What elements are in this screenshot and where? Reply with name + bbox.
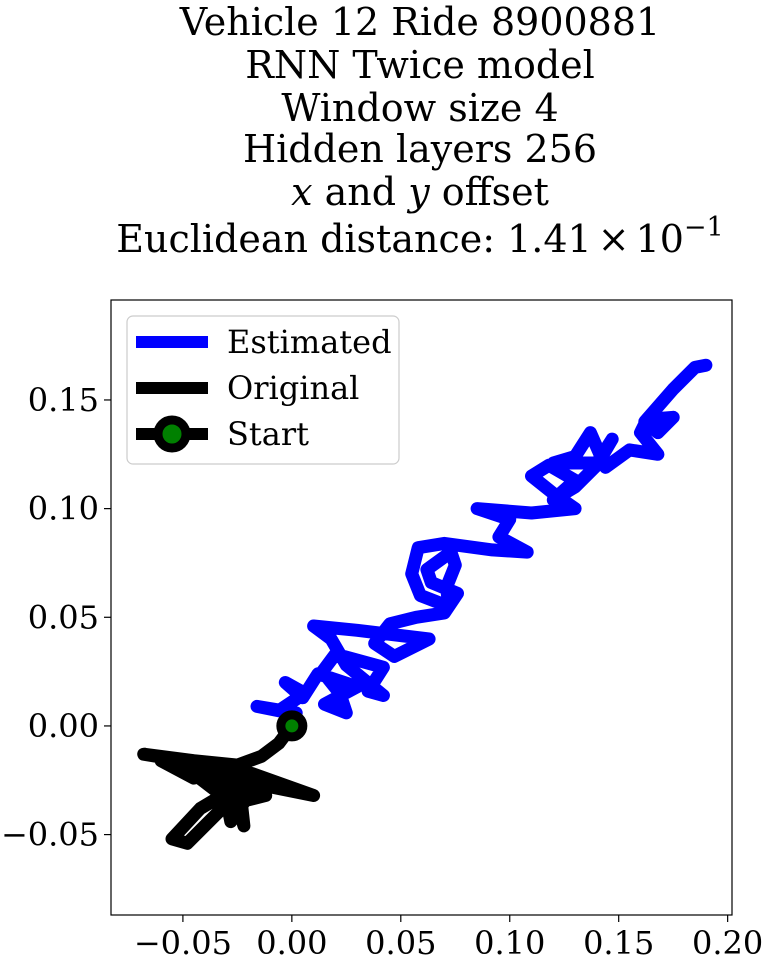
series-layer: [137, 358, 713, 850]
title-line-4: Hidden layers 256: [243, 127, 597, 171]
title-and: and: [313, 170, 409, 214]
title-distance-exponent: −1: [684, 212, 724, 243]
title-distance-base: 10: [636, 217, 684, 261]
title-distance-prefix: Euclidean distance:: [116, 217, 507, 261]
x-axis: −0.05 0.00 0.05 0.10 0.15 0.20: [134, 915, 763, 962]
y-tick-label: 0.00: [28, 707, 99, 745]
legend-label-estimated: Estimated: [227, 323, 392, 361]
title-distance-times: ×: [598, 217, 630, 261]
x-tick-label: 0.10: [474, 924, 545, 962]
title-line-2: RNN Twice model: [245, 43, 595, 87]
legend-label-original: Original: [227, 369, 359, 407]
title-y-var: y: [406, 170, 430, 214]
x-tick-label: 0.20: [692, 924, 763, 962]
axes-frame: [110, 299, 733, 916]
title-line-5: x and y offset: [291, 170, 549, 214]
x-tick-label: 0.00: [256, 924, 327, 962]
title-line-3: Window size 4: [281, 86, 558, 130]
y-tick-label: 0.05: [28, 598, 99, 636]
legend-box: [126, 315, 400, 465]
x-tick-label: 0.05: [365, 924, 436, 962]
title-line-6: Euclidean distance: 1.41 × 10−1: [116, 212, 723, 261]
start-marker-layer: [276, 710, 308, 742]
title-line-1: Vehicle 12 Ride 8900881: [179, 0, 660, 44]
series-line-estimated: [250, 358, 713, 733]
start-marker: [276, 710, 308, 742]
chart-title: Vehicle 12 Ride 8900881 RNN Twice model …: [116, 0, 723, 261]
title-x-var: x: [291, 170, 312, 214]
legend-swatch-start-marker: [153, 415, 191, 453]
title-distance-mantissa: 1.41: [507, 217, 592, 261]
series-line-original: [137, 719, 321, 850]
plot-area: −0.05 0.00 0.05 0.10 0.15 0.20 −0.05 0.00 0.05 0…: [1, 299, 763, 962]
x-tick-label: −0.05: [134, 924, 232, 962]
y-tick-label: −0.05: [1, 816, 99, 854]
x-tick-label: 0.15: [583, 924, 654, 962]
legend: Estimated Original Start: [126, 315, 400, 465]
y-axis: −0.05 0.00 0.05 0.10 0.15: [1, 381, 111, 854]
legend-label-start: Start: [227, 415, 309, 453]
y-tick-label: 0.10: [28, 490, 99, 528]
y-tick-label: 0.15: [28, 381, 99, 419]
title-offset: offset: [430, 170, 549, 214]
